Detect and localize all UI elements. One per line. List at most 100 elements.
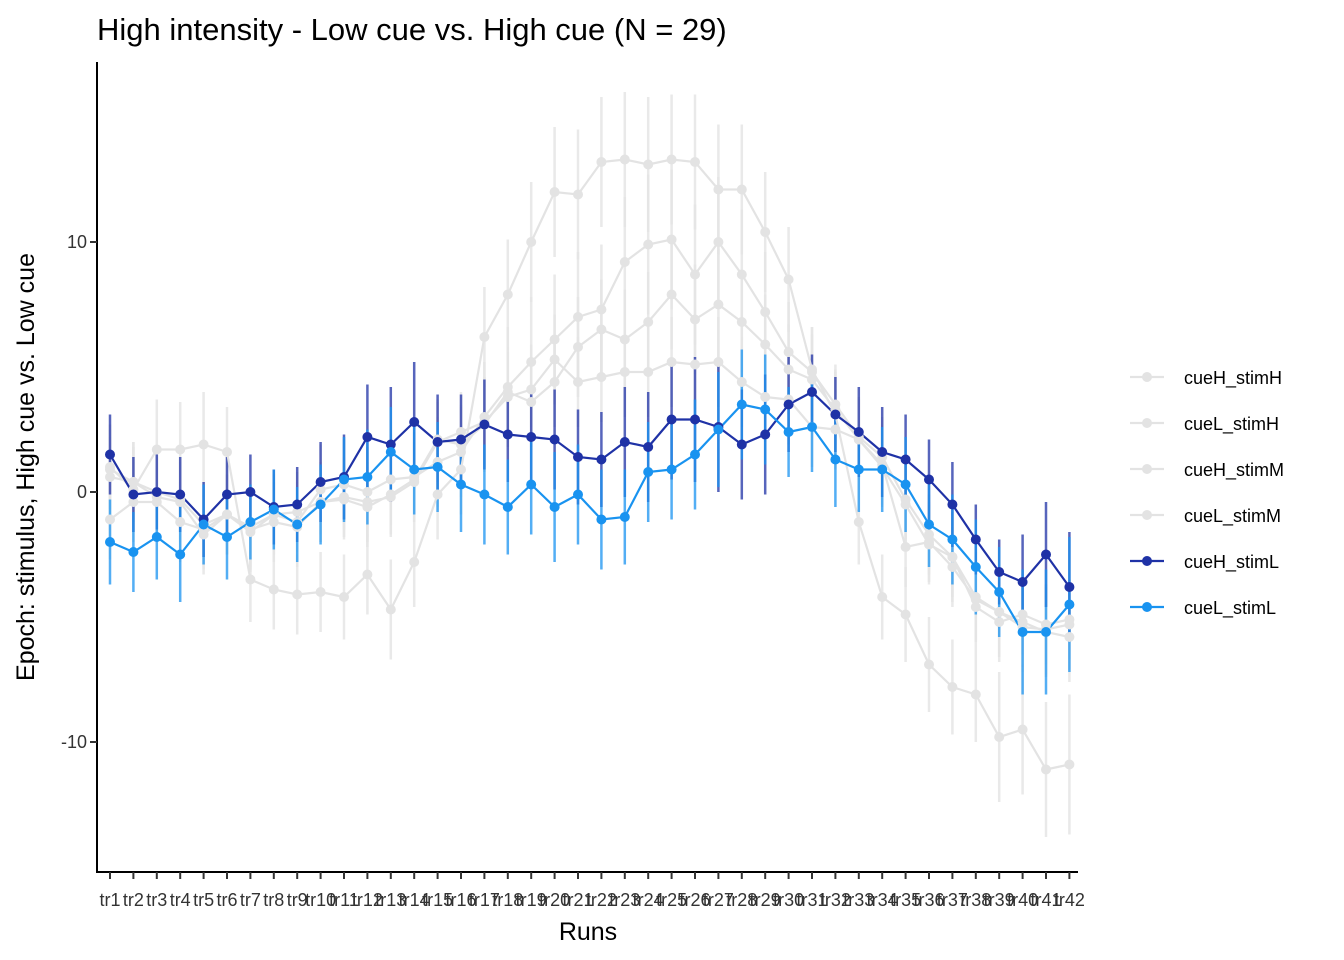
x-tick-label: tr10	[305, 890, 336, 910]
x-tick-label: tr34	[867, 890, 898, 910]
point-cueH_stimM-tr33	[853, 434, 864, 445]
point-cueH_stimM-tr13	[385, 489, 396, 500]
point-cueL_stimM-tr30	[783, 274, 794, 285]
point-cueH_stimL-tr4	[175, 489, 186, 500]
point-cueL_stimM-tr31	[807, 364, 817, 375]
point-cueL_stimM-tr20	[549, 187, 560, 197]
legend-item-cueL_stimL: cueL_stimL	[1130, 598, 1276, 619]
point-cueL_stimM-tr4	[175, 444, 186, 455]
point-cueH_stimM-tr40	[1017, 617, 1028, 627]
point-cueL_stimL-tr12	[362, 472, 373, 482]
point-cueH_stimM-tr9	[292, 507, 303, 517]
x-tick-label: tr17	[469, 890, 500, 910]
point-cueL_stimL-tr24	[643, 467, 654, 477]
point-cueL_stimM-tr38	[970, 689, 981, 700]
x-tick-label: tr6	[216, 890, 237, 910]
point-cueL_stimL-tr30	[783, 427, 794, 437]
series-line-cueH_stimM	[109, 292, 1070, 639]
legend-item-cueL_stimH: cueL_stimH	[1130, 414, 1279, 435]
point-cueH_stimL-tr19	[526, 432, 537, 442]
point-cueL_stimL-tr10	[315, 499, 326, 510]
point-cueH_stimL-tr33	[853, 427, 864, 437]
x-tick-label: tr40	[1007, 890, 1038, 910]
point-cueH_stimM-tr38	[970, 594, 981, 605]
point-cueL_stimH-tr16	[456, 427, 466, 437]
point-cueH_stimL-tr6	[222, 489, 232, 500]
point-cueL_stimL-tr32	[830, 454, 841, 465]
point-cueH_stimH-tr28	[736, 269, 747, 280]
x-tick-label: tr19	[516, 890, 547, 910]
legend-key-point	[1142, 464, 1152, 474]
point-cueH_stimH-tr22	[596, 304, 607, 315]
legend-key-point	[1142, 372, 1152, 382]
point-cueL_stimL-tr29	[760, 404, 771, 415]
point-cueH_stimH-tr24	[643, 239, 654, 250]
point-cueL_stimL-tr17	[479, 489, 490, 500]
point-cueH_stimH-tr27	[713, 237, 724, 247]
point-cueL_stimL-tr7	[245, 517, 256, 527]
x-tick-label: tr24	[633, 890, 664, 910]
point-cueH_stimM-tr7	[245, 527, 256, 537]
x-tick-label: tr26	[679, 890, 710, 910]
point-cueL_stimL-tr34	[877, 464, 888, 475]
point-cueL_stimM-tr37	[947, 682, 958, 692]
point-cueH_stimL-tr28	[736, 439, 747, 450]
x-tick-label: tr28	[726, 890, 757, 910]
legend-label: cueL_stimH	[1184, 414, 1279, 435]
legend-key-point	[1142, 510, 1152, 520]
x-tick-label: tr33	[843, 890, 874, 910]
point-cueH_stimL-tr29	[760, 429, 771, 440]
point-cueL_stimM-tr10	[315, 587, 326, 597]
x-tick-label: tr9	[287, 890, 308, 910]
point-cueL_stimL-tr25	[666, 464, 677, 475]
point-cueH_stimH-tr21	[573, 312, 583, 322]
series-line-cueL_stimM	[109, 158, 1070, 771]
point-cueH_stimL-tr24	[643, 442, 654, 452]
point-cueH_stimL-tr41	[1041, 549, 1051, 560]
chart-title: High intensity - Low cue vs. High cue (N…	[97, 12, 727, 47]
point-cueL_stimM-tr15	[432, 489, 443, 500]
point-cueL_stimH-tr32	[830, 424, 841, 435]
point-cueL_stimM-tr13	[385, 604, 396, 615]
point-cueL_stimH-tr25	[666, 357, 677, 367]
point-cueH_stimL-tr31	[807, 387, 817, 397]
point-cueH_stimM-tr18	[502, 387, 513, 397]
point-cueH_stimH-tr13	[385, 474, 396, 485]
point-cueL_stimL-tr33	[853, 464, 864, 475]
x-tick-label: tr7	[240, 890, 261, 910]
point-cueH_stimM-tr30	[783, 364, 794, 375]
point-cueH_stimL-tr32	[830, 409, 841, 420]
point-cueL_stimM-tr39	[994, 732, 1005, 742]
series-lines	[109, 158, 1071, 771]
point-cueH_stimM-tr25	[666, 289, 677, 300]
point-cueH_stimL-tr40	[1017, 577, 1028, 587]
point-cueL_stimM-tr35	[900, 609, 911, 620]
point-cueL_stimL-tr41	[1041, 627, 1051, 637]
legend-item-cueH_stimM: cueH_stimM	[1130, 460, 1284, 481]
x-tick-label: tr11	[329, 890, 359, 910]
point-cueL_stimL-tr8	[268, 504, 279, 515]
point-cueL_stimM-tr7	[245, 574, 256, 585]
x-tick-label: tr31	[796, 890, 827, 910]
x-tick-label: tr8	[263, 890, 284, 910]
point-cueL_stimM-tr6	[222, 447, 232, 457]
point-cueL_stimH-tr28	[736, 377, 747, 387]
point-cueL_stimH-tr38	[970, 602, 981, 612]
point-cueH_stimH-tr36	[924, 529, 934, 540]
x-axis-title: Runs	[559, 918, 617, 946]
error-bars	[108, 92, 1071, 837]
point-cueL_stimL-tr16	[456, 479, 466, 490]
point-cueL_stimM-tr33	[853, 517, 864, 527]
point-cueH_stimL-tr42	[1064, 582, 1075, 592]
point-cueH_stimM-tr20	[549, 377, 560, 387]
point-cueH_stimL-tr2	[128, 489, 139, 500]
point-cueL_stimL-tr4	[175, 549, 186, 560]
point-cueL_stimM-tr28	[736, 184, 747, 195]
point-cueH_stimL-tr10	[315, 477, 326, 487]
point-cueH_stimL-tr9	[292, 499, 303, 510]
point-cueL_stimL-tr35	[900, 479, 911, 490]
point-cueH_stimH-tr20	[549, 334, 560, 345]
point-cueL_stimH-tr42	[1064, 614, 1075, 625]
y-axis-title: Epoch: stimulus, High cue vs. Low cue	[12, 253, 40, 681]
